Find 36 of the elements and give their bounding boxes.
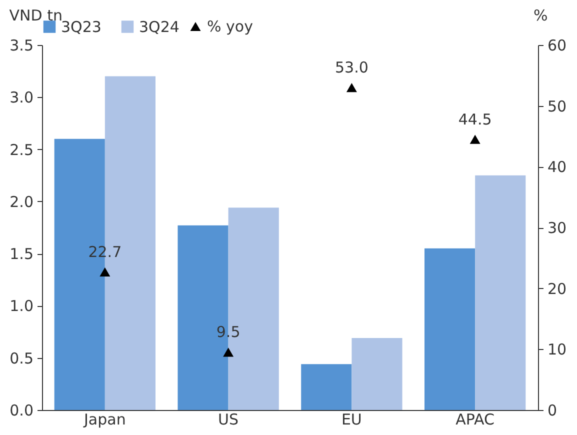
point xyxy=(100,267,110,276)
bar xyxy=(301,364,352,410)
point xyxy=(223,348,234,357)
x-tick-label: Japan xyxy=(83,410,126,428)
x-tick-label: EU xyxy=(341,410,362,428)
legend-label: 3Q23 xyxy=(61,18,102,36)
y2-tick-label: 60 xyxy=(548,36,567,54)
y-axis-title: VND tn xyxy=(9,6,62,24)
data-label: 22.7 xyxy=(88,242,122,261)
bar xyxy=(424,248,476,410)
y-tick-label: 0.5 xyxy=(10,349,34,368)
y2-tick-label: 30 xyxy=(548,219,567,237)
bar xyxy=(475,175,526,410)
legend-label: % yoy xyxy=(207,18,254,36)
y2-tick-label: 40 xyxy=(548,158,567,176)
y2-tick-label: 10 xyxy=(548,340,567,359)
y-tick-label: 1.0 xyxy=(10,297,34,316)
y-tick-label: 2.0 xyxy=(10,192,34,211)
y2-tick-label: 50 xyxy=(548,97,567,116)
y-tick-label: 1.5 xyxy=(10,245,34,264)
point xyxy=(470,134,480,144)
x-tick-label: US xyxy=(218,410,239,428)
y-tick-label: 3.0 xyxy=(10,88,34,107)
data-label: 44.5 xyxy=(458,110,492,128)
point xyxy=(346,83,357,92)
bar xyxy=(352,338,402,410)
y-tick-label: 3.5 xyxy=(10,36,34,54)
y2-tick-label: 20 xyxy=(548,280,567,298)
data-label: 9.5 xyxy=(216,323,240,342)
y2-axis-title: % xyxy=(534,6,548,24)
legend-label: 3Q24 xyxy=(139,18,180,36)
x-tick-label: APAC xyxy=(456,410,494,428)
y2-tick-label: 0 xyxy=(548,402,558,420)
data-label: 53.0 xyxy=(334,58,368,77)
y-tick-label: 2.5 xyxy=(10,140,34,159)
y-tick-label: 0.0 xyxy=(10,402,34,420)
